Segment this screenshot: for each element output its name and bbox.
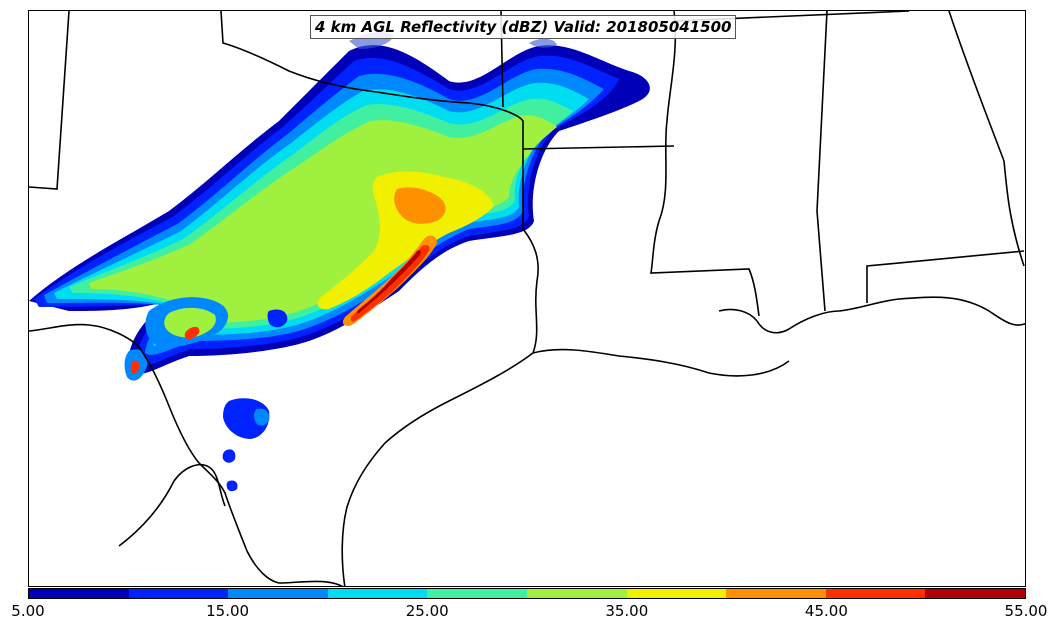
colorbar-segment xyxy=(29,589,129,598)
tx-ok-border xyxy=(220,11,524,229)
echo-scattered-4 xyxy=(226,480,238,492)
colorbar-tick-label: 55.00 xyxy=(1004,602,1048,620)
colorbar-segment xyxy=(626,589,727,598)
echo-rio-core xyxy=(130,360,140,374)
colorbar-segment xyxy=(925,589,1025,598)
echo-scattered-2 xyxy=(253,408,270,426)
nm-tx-border xyxy=(29,11,70,190)
la-ms-border xyxy=(650,11,760,317)
colorbar-segment xyxy=(427,589,527,598)
echo-scattered-1 xyxy=(223,398,270,439)
echo-scattered-5 xyxy=(222,449,236,463)
map-canvas xyxy=(29,11,1025,586)
echo-line-55 xyxy=(356,250,421,314)
colorbar-tick-label: 35.00 xyxy=(605,602,649,620)
echo-west-core xyxy=(164,307,216,338)
echo-40dbz xyxy=(394,187,446,224)
ar-la-border xyxy=(522,145,675,150)
map-title: 4 km AGL Reflectivity (dBZ) Valid: 20180… xyxy=(310,15,737,39)
colorbar-tick-label: 5.00 xyxy=(11,602,45,620)
mexico-border xyxy=(118,463,226,547)
echo-35dbz xyxy=(317,171,494,310)
colorbar xyxy=(28,588,1026,599)
echo-scattered-3 xyxy=(267,309,288,328)
la-coast xyxy=(718,296,1025,334)
tx-la-border xyxy=(522,228,539,354)
tx-coast xyxy=(341,348,790,586)
echo-30dbz xyxy=(89,115,557,329)
ms-al-border xyxy=(816,11,828,312)
colorbar-tick-label: 25.00 xyxy=(405,602,449,620)
colorbar-segment xyxy=(327,589,428,598)
al-ga-border xyxy=(948,11,1025,267)
rio-grande xyxy=(29,323,343,586)
colorbar-segment xyxy=(128,589,229,598)
echo-ok-north2 xyxy=(529,38,557,48)
colorbar-segment xyxy=(228,589,328,598)
map-panel xyxy=(28,10,1026,587)
reflectivity-field xyxy=(29,31,650,492)
colorbar-segment xyxy=(526,589,627,598)
colorbar-tick-label: 15.00 xyxy=(206,602,250,620)
echo-west-red xyxy=(184,326,200,340)
colorbar-segment xyxy=(726,589,826,598)
colorbar-segment xyxy=(825,589,926,598)
colorbar-tick-label: 45.00 xyxy=(804,602,848,620)
al-fl-border xyxy=(866,250,1025,303)
